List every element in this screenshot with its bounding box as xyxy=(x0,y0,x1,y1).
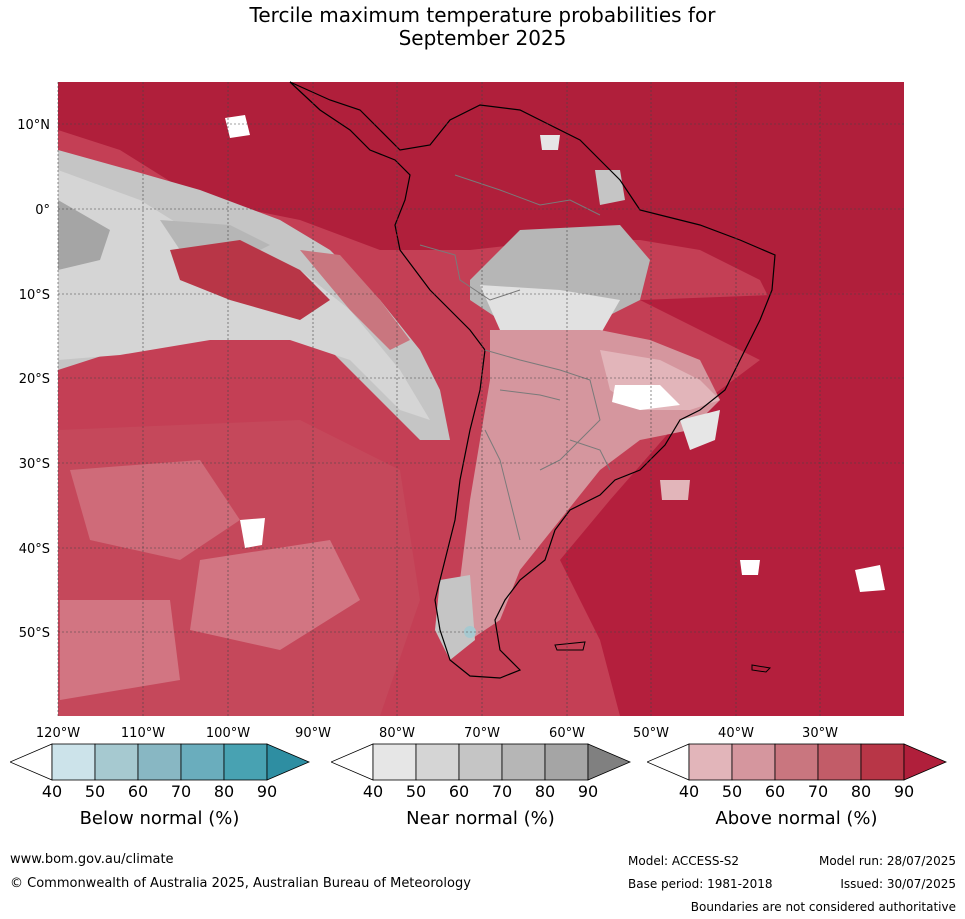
colorbar-swatch xyxy=(860,743,905,781)
colorbar-tick-label: 80 xyxy=(850,782,872,801)
base-period-text: Base period: 1981-2018 xyxy=(628,877,773,891)
low-probability-patch xyxy=(612,385,680,410)
lat-label: 10°N xyxy=(17,118,50,133)
website-link[interactable]: www.bom.gov.au/climate xyxy=(10,852,174,867)
colorbar-tick-label: 70 xyxy=(491,782,513,801)
red-tongue xyxy=(300,250,410,350)
lat-label: 40°S xyxy=(19,542,50,557)
colorbar-swatch xyxy=(458,743,503,781)
near-normal-patch xyxy=(680,410,720,450)
lon-label: 50°W xyxy=(633,726,669,741)
colorbar-tick-label: 70 xyxy=(170,782,192,801)
south-america-coastline xyxy=(289,81,776,679)
lat-label: 20°S xyxy=(19,372,50,387)
light-red-patch xyxy=(60,600,180,700)
model-run-text: Model run: 28/07/2025 xyxy=(818,854,956,868)
colorbar-min-arrow xyxy=(647,743,690,781)
colorbar-max-arrow xyxy=(587,743,631,781)
colorbar-min-arrow xyxy=(10,743,53,781)
deep-red-atlantic xyxy=(560,290,904,716)
colorbar-tick-label: 40 xyxy=(362,782,384,801)
colorbar-tick-label: 60 xyxy=(448,782,470,801)
colorbar-tick-label: 90 xyxy=(577,782,599,801)
colorbar-swatch xyxy=(223,743,268,781)
colorbar-swatch xyxy=(544,743,589,781)
colorbar-title: Near normal (%) xyxy=(406,808,555,829)
colorbar-tick-label: 80 xyxy=(213,782,235,801)
colorbar-tick-label: 50 xyxy=(84,782,106,801)
white-spot xyxy=(855,565,885,592)
colorbar-title: Below normal (%) xyxy=(79,808,240,829)
colorbar-swatch xyxy=(180,743,225,781)
lon-label: 80°W xyxy=(379,726,415,741)
colorbar-tick-label: 70 xyxy=(807,782,829,801)
colorbar-near xyxy=(331,743,631,781)
colorbar-swatch xyxy=(51,743,96,781)
colorbar-tick-label: 40 xyxy=(41,782,63,801)
colorbar-swatch xyxy=(94,743,139,781)
colorbar-swatch xyxy=(415,743,460,781)
model-text: Model: ACCESS-S2 xyxy=(628,854,740,868)
colorbar-swatch xyxy=(372,743,417,781)
white-spot xyxy=(225,115,250,138)
colorbar-tick-label: 90 xyxy=(893,782,915,801)
lat-label: 10°S xyxy=(19,288,50,303)
map-field xyxy=(58,82,904,716)
falkland-islands xyxy=(554,641,586,651)
lon-label: 60°W xyxy=(549,726,585,741)
light-red-patch xyxy=(70,460,240,560)
colorbar-swatch xyxy=(137,743,182,781)
light-patch xyxy=(660,480,690,500)
title-line-2: September 2025 xyxy=(398,26,567,50)
colorbar-min-arrow xyxy=(331,743,374,781)
copyright-text: © Commonwealth of Australia 2025, Austra… xyxy=(10,876,471,891)
patagonia-grey xyxy=(435,575,475,660)
colorbar-tick-label: 80 xyxy=(534,782,556,801)
white-spot xyxy=(740,560,760,575)
colorbar-swatch xyxy=(731,743,776,781)
lon-label: 120°W xyxy=(36,726,80,741)
colorbar-swatch xyxy=(817,743,862,781)
lat-label: 30°S xyxy=(19,457,50,472)
lon-label: 70°W xyxy=(464,726,500,741)
colorbar-tick-label: 50 xyxy=(721,782,743,801)
colorbar-swatch xyxy=(688,743,733,781)
probability-map: 10°N 0° 10°S 20°S 30°S 40°S 50°S 120°W 1… xyxy=(17,81,904,741)
title-line-1: Tercile maximum temperature probabilitie… xyxy=(249,3,716,27)
colorbar-tick-label: 90 xyxy=(256,782,278,801)
colorbar-max-arrow xyxy=(266,743,310,781)
lon-label: 110°W xyxy=(121,726,165,741)
red-tongue xyxy=(170,240,330,320)
country-borders xyxy=(419,174,611,541)
issued-text: Issued: 30/07/2025 xyxy=(840,877,956,891)
grey-spot xyxy=(540,135,560,150)
white-spot xyxy=(240,518,265,548)
lon-label: 40°W xyxy=(718,726,754,741)
light-red-patch xyxy=(190,540,360,650)
grey-spot xyxy=(595,170,625,205)
colorbar-max-arrow xyxy=(903,743,947,781)
lon-label: 30°W xyxy=(802,726,838,741)
colorbar-tick-label: 40 xyxy=(678,782,700,801)
colorbar-above xyxy=(647,743,947,781)
colorbar-title: Above normal (%) xyxy=(715,808,878,829)
map-title: Tercile maximum temperature probabilitie… xyxy=(0,4,965,50)
deep-red-north xyxy=(58,82,904,320)
colorbar-below xyxy=(10,743,310,781)
colorbar-swatch xyxy=(501,743,546,781)
colorbar-tick-label: 60 xyxy=(764,782,786,801)
colorbar-swatch xyxy=(774,743,819,781)
colorbar-tick-label: 60 xyxy=(127,782,149,801)
south-georgia-island xyxy=(751,664,772,673)
lon-label: 90°W xyxy=(295,726,331,741)
near-normal-dark xyxy=(58,200,110,270)
colorbar-tick-label: 50 xyxy=(405,782,427,801)
graticule xyxy=(57,82,904,716)
lon-label: 100°W xyxy=(206,726,250,741)
lat-label: 50°S xyxy=(19,626,50,641)
lat-label: 0° xyxy=(35,203,50,218)
disclaimer-text: Boundaries are not considered authoritat… xyxy=(690,900,956,914)
